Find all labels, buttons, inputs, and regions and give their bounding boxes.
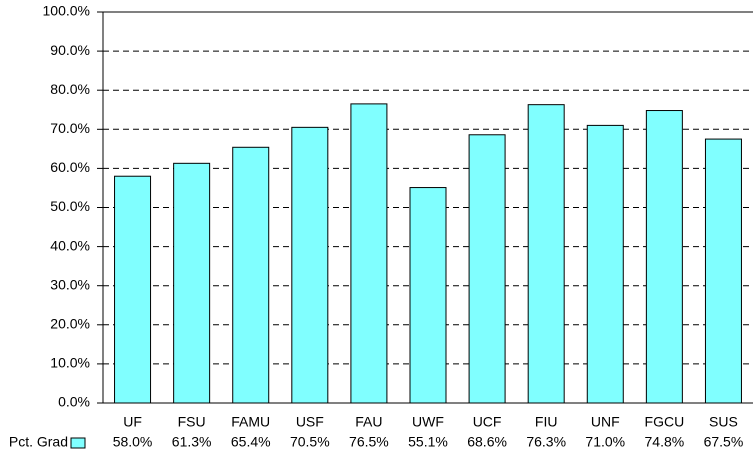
table-value: 61.3% xyxy=(172,434,212,450)
x-tick-label: UNF xyxy=(591,414,620,430)
legend-label: Pct. Grad xyxy=(9,434,68,450)
x-tick-label: UF xyxy=(123,414,142,430)
y-tick-label: 100.0% xyxy=(43,3,90,19)
bar xyxy=(468,134,506,404)
table-value: 76.5% xyxy=(349,434,389,450)
x-tick-label: FAMU xyxy=(231,414,270,430)
bar xyxy=(350,103,388,404)
x-tick-label: FAU xyxy=(355,414,382,430)
y-tick-label: 90.0% xyxy=(50,42,90,58)
table-value: 67.5% xyxy=(704,434,744,450)
y-tick-label: 30.0% xyxy=(50,276,90,292)
x-tick-label: UWF xyxy=(412,414,444,430)
bar xyxy=(173,162,211,404)
legend-swatch xyxy=(70,437,86,449)
table-value: 65.4% xyxy=(231,434,271,450)
bar xyxy=(409,187,447,404)
y-tick-label: 80.0% xyxy=(50,81,90,97)
bar xyxy=(291,126,329,404)
y-tick-label: 20.0% xyxy=(50,316,90,332)
table-value: 55.1% xyxy=(408,434,448,450)
y-tick-label: 10.0% xyxy=(50,355,90,371)
bar xyxy=(586,124,624,404)
table-value: 70.5% xyxy=(290,434,330,450)
table-value: 76.3% xyxy=(526,434,566,450)
y-tick-label: 0.0% xyxy=(58,394,90,410)
table-value: 68.6% xyxy=(467,434,507,450)
x-tick-label: FGCU xyxy=(645,414,685,430)
x-tick-label: UCF xyxy=(473,414,502,430)
x-tick-label: USF xyxy=(296,414,324,430)
bar xyxy=(704,138,742,404)
bar xyxy=(527,104,565,404)
y-tick-label: 60.0% xyxy=(50,159,90,175)
y-tick-label: 40.0% xyxy=(50,237,90,253)
bar xyxy=(114,175,152,404)
bar xyxy=(645,110,683,404)
x-tick-label: FSU xyxy=(178,414,206,430)
x-tick-label: FIU xyxy=(535,414,558,430)
table-value: 58.0% xyxy=(113,434,153,450)
table-value: 74.8% xyxy=(645,434,685,450)
bar xyxy=(232,146,270,404)
y-tick-label: 50.0% xyxy=(50,198,90,214)
y-tick-label: 70.0% xyxy=(50,120,90,136)
x-tick-label: SUS xyxy=(709,414,738,430)
table-value: 71.0% xyxy=(585,434,625,450)
